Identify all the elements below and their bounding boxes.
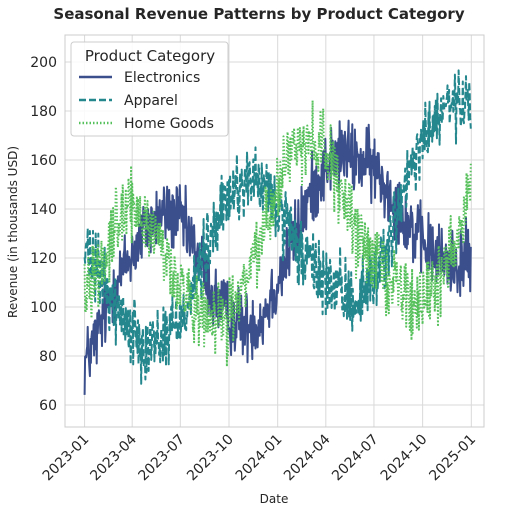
series-group xyxy=(83,69,472,395)
legend-label: Electronics xyxy=(124,70,200,86)
legend-items: Electronics Apparel Home Goods xyxy=(79,70,214,132)
y-tick-label: 180 xyxy=(30,104,57,120)
series-line-apparel xyxy=(83,69,472,385)
x-tick-label: 2024-10 xyxy=(378,432,431,485)
x-tick-label: 2024-07 xyxy=(329,432,382,485)
y-tick-label: 80 xyxy=(39,349,57,365)
series-line-home-goods xyxy=(83,99,472,368)
x-tick-label: 2023-01 xyxy=(40,432,93,485)
x-tick-label: 2023-04 xyxy=(87,431,140,484)
plot-area xyxy=(64,34,485,428)
legend-label: Home Goods xyxy=(124,116,214,132)
x-tick-label: 2024-04 xyxy=(281,431,334,484)
x-tick-label: 2025-01 xyxy=(426,432,479,485)
y-tick-label: 200 xyxy=(30,55,57,71)
legend-box xyxy=(70,41,229,137)
legend: Product Category Electronics Apparel Home … xyxy=(70,41,229,137)
x-tick-label: 2023-07 xyxy=(135,432,188,485)
legend-label: Apparel xyxy=(124,93,178,109)
legend-title: Product Category xyxy=(85,47,215,65)
x-axis-label: Date xyxy=(260,492,289,506)
y-tick-label: 140 xyxy=(30,202,57,218)
y-tick-label: 120 xyxy=(30,251,57,267)
y-tick-label: 100 xyxy=(30,300,57,316)
x-axis: 2023-012023-042023-072023-102024-012024-… xyxy=(40,431,479,484)
x-tick-label: 2024-01 xyxy=(233,432,286,485)
y-tick-label: 160 xyxy=(30,153,57,169)
chart-title: Seasonal Revenue Patterns by Product Cat… xyxy=(53,5,464,23)
y-axis-label: Revenue (in thousands USD) xyxy=(6,146,20,318)
y-axis: 60 80 100 120 140 160 180 200 xyxy=(30,55,57,414)
x-tick-label: 2023-10 xyxy=(184,432,237,485)
y-tick-label: 60 xyxy=(39,398,57,414)
series-line-electronics xyxy=(83,119,472,395)
